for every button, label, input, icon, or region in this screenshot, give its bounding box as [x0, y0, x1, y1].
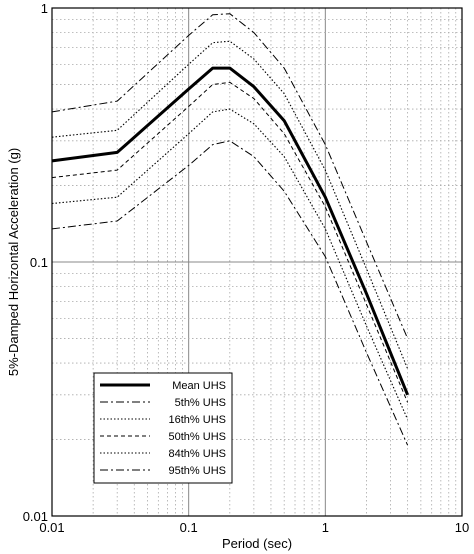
x-tick-label: 0.01: [39, 520, 64, 535]
series-line-3: [51, 108, 409, 420]
series-line-6: [51, 13, 409, 339]
series-line-4: [51, 81, 409, 403]
legend-label-2: 5th% UHS: [175, 397, 226, 409]
y-tick-label: 0.01: [23, 509, 48, 524]
x-tick-label: 1: [322, 520, 329, 535]
x-axis-label: Period (sec): [222, 536, 292, 551]
legend-label-1: Mean UHS: [172, 380, 226, 392]
y-tick-label: 1: [41, 1, 48, 16]
legend-label-4: 50th% UHS: [169, 431, 226, 443]
y-tick-label: 0.1: [30, 255, 48, 270]
legend-label-3: 16th% UHS: [169, 414, 226, 426]
legend: Mean UHS 5th% UHS 16th% UHS 50th% UHS 84th% …: [93, 372, 233, 484]
plot-frame: [51, 7, 463, 517]
legend-label-5: 84th% UHS: [169, 448, 226, 460]
y-axis-label: 5%-Damped Horizontal Acceleration (g): [6, 148, 21, 376]
series-layer: [51, 13, 409, 446]
legend-label-6: 95th% UHS: [169, 465, 226, 477]
tick-labels: 0.01 0.1 1 10 0.01 0.1 1: [23, 1, 470, 535]
series-line-1: [51, 66, 409, 396]
series-line-2: [51, 140, 409, 446]
legend-box: [93, 372, 233, 484]
x-tick-label: 10: [455, 520, 469, 535]
x-tick-label: 0.1: [180, 520, 198, 535]
